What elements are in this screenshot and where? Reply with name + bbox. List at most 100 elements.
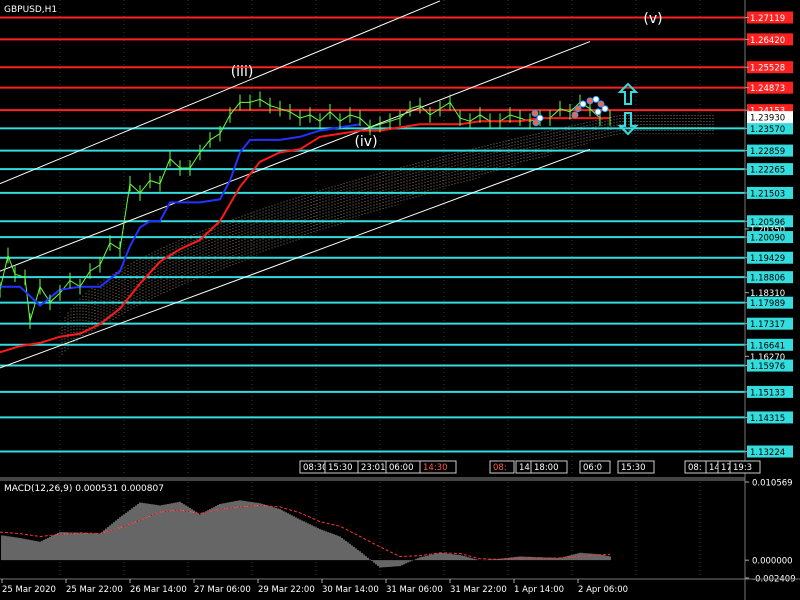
- session-labels[interactable]: 08:30 15:30 23:01 06:00 14:30 08: 14: 18:00 06:0…: [299, 460, 761, 474]
- trade-marker: [536, 114, 544, 122]
- price-tick-label: 1.13224: [750, 448, 785, 458]
- price-label-bg: [747, 317, 793, 330]
- price-tick-label: 1.21503: [750, 189, 785, 199]
- price-label-bg: [747, 445, 793, 458]
- session-label-box[interactable]: [530, 460, 568, 474]
- price-label-bg: [747, 122, 793, 135]
- trade-marker: [571, 111, 579, 119]
- session-label[interactable]: 08:30: [303, 463, 328, 473]
- session-label[interactable]: 15:30: [621, 463, 646, 473]
- price-label-bg: [747, 215, 793, 228]
- price-label-bg: [747, 163, 793, 176]
- session-label[interactable]: 14:: [709, 463, 723, 473]
- trade-marker: [531, 109, 539, 117]
- price-label-bg: [747, 296, 793, 309]
- session-label-box[interactable]: [729, 460, 761, 474]
- session-label[interactable]: 17:: [721, 463, 735, 473]
- price-tick-label: 1.26420: [750, 36, 785, 46]
- trade-marker: [586, 97, 594, 105]
- moving_avg_blue-line: [0, 123, 361, 307]
- macd-pane: [0, 500, 611, 568]
- price-label-bg: [747, 359, 793, 372]
- trade-marker: [579, 100, 587, 108]
- macd-tick-label: 0.000000: [752, 557, 793, 567]
- time-tick-label: 30 Mar 14:00: [322, 585, 379, 595]
- wave-label: (iv): [354, 134, 377, 150]
- macd-signal-line: [0, 504, 611, 560]
- time-tick-label: 25 Mar 2020: [2, 585, 56, 595]
- price-label-bg: [747, 81, 793, 94]
- price-tick-label: 1.18806: [750, 274, 785, 284]
- price-tick-label: 1.17989: [750, 299, 785, 309]
- session-label[interactable]: 08:: [493, 463, 507, 473]
- price-label-bg: [747, 271, 793, 284]
- price-tick-label: 1.14315: [750, 414, 785, 424]
- session-label[interactable]: 14:30: [423, 463, 448, 473]
- arrow-objects[interactable]: [617, 82, 639, 136]
- price-label-bg: [747, 186, 793, 199]
- channel-lines[interactable]: [0, 0, 591, 369]
- symbol-label: GBPUSD,H1: [4, 5, 57, 15]
- price-tick-label: 1.22859: [750, 147, 785, 157]
- time-tick-label: 31 Mar 22:00: [450, 585, 507, 595]
- price-label-bg: [747, 385, 793, 398]
- session-label-box[interactable]: [489, 460, 515, 474]
- price-tick-label: 1.18310: [750, 289, 785, 299]
- grid-lines: [59, 0, 701, 578]
- session-label[interactable]: 14:: [519, 463, 533, 473]
- session-label[interactable]: 06:0: [583, 463, 602, 473]
- channel-line[interactable]: [0, 41, 591, 272]
- session-label-box[interactable]: [579, 460, 611, 474]
- session-label[interactable]: 23:01: [361, 463, 386, 473]
- time-tick-label: 1 Apr 14:00: [514, 585, 564, 595]
- channel-line[interactable]: [0, 0, 441, 185]
- time-tick-label: 25 Mar 22:00: [66, 585, 123, 595]
- price-tick-label: 1.22265: [750, 166, 785, 176]
- current-price-text: 1.23930: [750, 114, 785, 124]
- price-label-bg: [747, 144, 793, 157]
- price-axis-labels: 1.271191.264201.255281.248731.241531.235…: [745, 11, 793, 458]
- down-arrow-icon[interactable]: [617, 112, 639, 136]
- macd-label: MACD(12,26,9) 0.000531 0.000807: [4, 484, 164, 494]
- moving_avg_red-line: [0, 117, 610, 354]
- time-tick-label: 29 Mar 22:00: [258, 585, 315, 595]
- trade-markers: [531, 95, 609, 127]
- time-tick-label: 2 Apr 06:00: [578, 585, 628, 595]
- channel-line[interactable]: [0, 148, 591, 369]
- session-label-box[interactable]: [617, 460, 655, 474]
- trade-marker: [574, 105, 582, 113]
- wave-label: (iii): [231, 64, 254, 80]
- price-label-bg: [747, 411, 793, 424]
- price-tick-label: 1.16270: [750, 353, 785, 363]
- wave-annotations: (iii) (iv) (v): [231, 11, 663, 150]
- price-tick-label: 1.27119: [750, 14, 785, 24]
- current-price-bg: [747, 111, 793, 124]
- session-label[interactable]: 19:3: [733, 463, 752, 473]
- session-label-box[interactable]: [419, 460, 457, 474]
- price-label-bg: [747, 33, 793, 46]
- macd-tick-label: 0.010569: [752, 479, 793, 489]
- price-tick-label: 1.16641: [750, 341, 785, 351]
- session-label[interactable]: 15:30: [328, 463, 353, 473]
- price-tick-label: 1.20596: [750, 218, 785, 228]
- time-tick-label: 26 Mar 14:00: [130, 585, 187, 595]
- session-label[interactable]: 08:: [688, 463, 702, 473]
- current-price-label: 1.23930: [747, 111, 793, 124]
- time-axis-labels: 25 Mar 2020 25 Mar 22:00 26 Mar 14:00 27 Ma…: [1, 579, 628, 595]
- price-label-bg: [747, 11, 793, 24]
- trade-marker: [597, 100, 605, 108]
- price-tick-label: 1.15976: [750, 362, 785, 372]
- price-label-bg: [747, 338, 793, 351]
- time-tick-label: 31 Mar 06:00: [386, 585, 443, 595]
- price-tick-label: 1.23570: [750, 125, 785, 135]
- up-arrow-icon[interactable]: [617, 82, 639, 105]
- trade-marker: [592, 95, 600, 103]
- session-label[interactable]: 06:00: [389, 463, 414, 473]
- price-series: [0, 91, 611, 354]
- price-tick-label: 1.24873: [750, 84, 785, 94]
- trade-marker: [594, 108, 602, 116]
- session-label[interactable]: 18:00: [534, 463, 559, 473]
- price-label-bg: [747, 61, 793, 74]
